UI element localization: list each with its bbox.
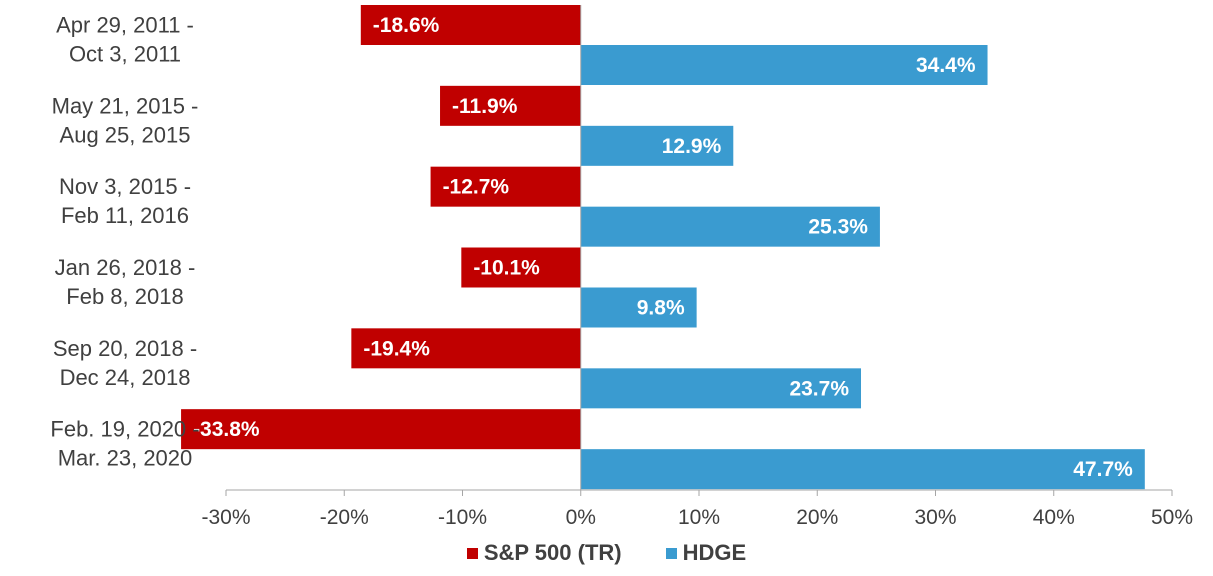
bar-sp500 [440,85,581,126]
legend-item-sp500: S&P 500 (TR) [466,540,622,566]
category-label: Sep 20, 2018 - [53,336,197,361]
bar-sp500 [461,247,581,288]
legend-label-sp500: S&P 500 (TR) [483,540,622,565]
data-label: 23.7% [789,377,849,400]
category-label: Feb 11, 2016 [61,203,189,228]
bar-hdge [580,125,734,166]
bar-hdge [580,206,880,247]
bar-hdge [580,449,1145,490]
category-label: Jan 26, 2018 - [55,255,196,280]
x-tick-label: 20% [796,506,838,529]
category-label: Mar. 23, 2020 [58,446,193,471]
category-label: Feb. 19, 2020 - [50,417,199,442]
data-label: -19.4% [363,337,430,360]
data-label: 9.8% [637,297,685,320]
bar-sp500 [430,166,581,207]
x-tick-label: 40% [1033,506,1075,529]
data-label: -12.7% [443,176,510,199]
legend: S&P 500 (TR) HDGE [0,540,1213,566]
bar-hdge [580,45,988,85]
data-label: -33.8% [193,418,260,441]
bar-sp500 [181,409,581,450]
bar-chart: -18.6% 34.4% Apr 29, 2011 - Oct 3, 2011 -11.… [50,5,1193,529]
x-tick-label: -10% [438,506,487,529]
legend-label-hdge: HDGE [682,540,747,565]
data-label: -10.1% [473,257,540,280]
x-tick-label: 0% [566,506,596,529]
data-label: -18.6% [373,14,440,37]
x-tick-label: -30% [201,506,250,529]
bar-hdge [580,368,862,409]
category-label: Oct 3, 2011 [69,41,181,66]
x-tick-label: 50% [1151,506,1193,529]
category-label: Apr 29, 2011 - [56,12,194,37]
bar-hdge [580,287,697,328]
category-label: May 21, 2015 - [52,93,199,118]
bar-sp500 [351,328,581,369]
data-label: 12.9% [662,135,722,158]
legend-item-hdge: HDGE [665,540,747,566]
data-label: -11.9% [452,95,518,118]
data-label: 47.7% [1073,458,1133,481]
category-label: Dec 24, 2018 [60,365,191,390]
legend-swatch-hdge [665,547,677,559]
category-label: Aug 25, 2015 [60,122,191,147]
bar-sp500 [360,5,581,45]
data-label: 25.3% [808,216,868,239]
x-tick-label: 10% [678,506,720,529]
data-label: 34.4% [916,54,976,77]
legend-swatch-sp500 [466,547,478,559]
category-label: Feb 8, 2018 [66,284,183,309]
x-tick-label: 30% [914,506,956,529]
x-tick-label: -20% [320,506,369,529]
category-label: Nov 3, 2015 - [59,174,191,199]
